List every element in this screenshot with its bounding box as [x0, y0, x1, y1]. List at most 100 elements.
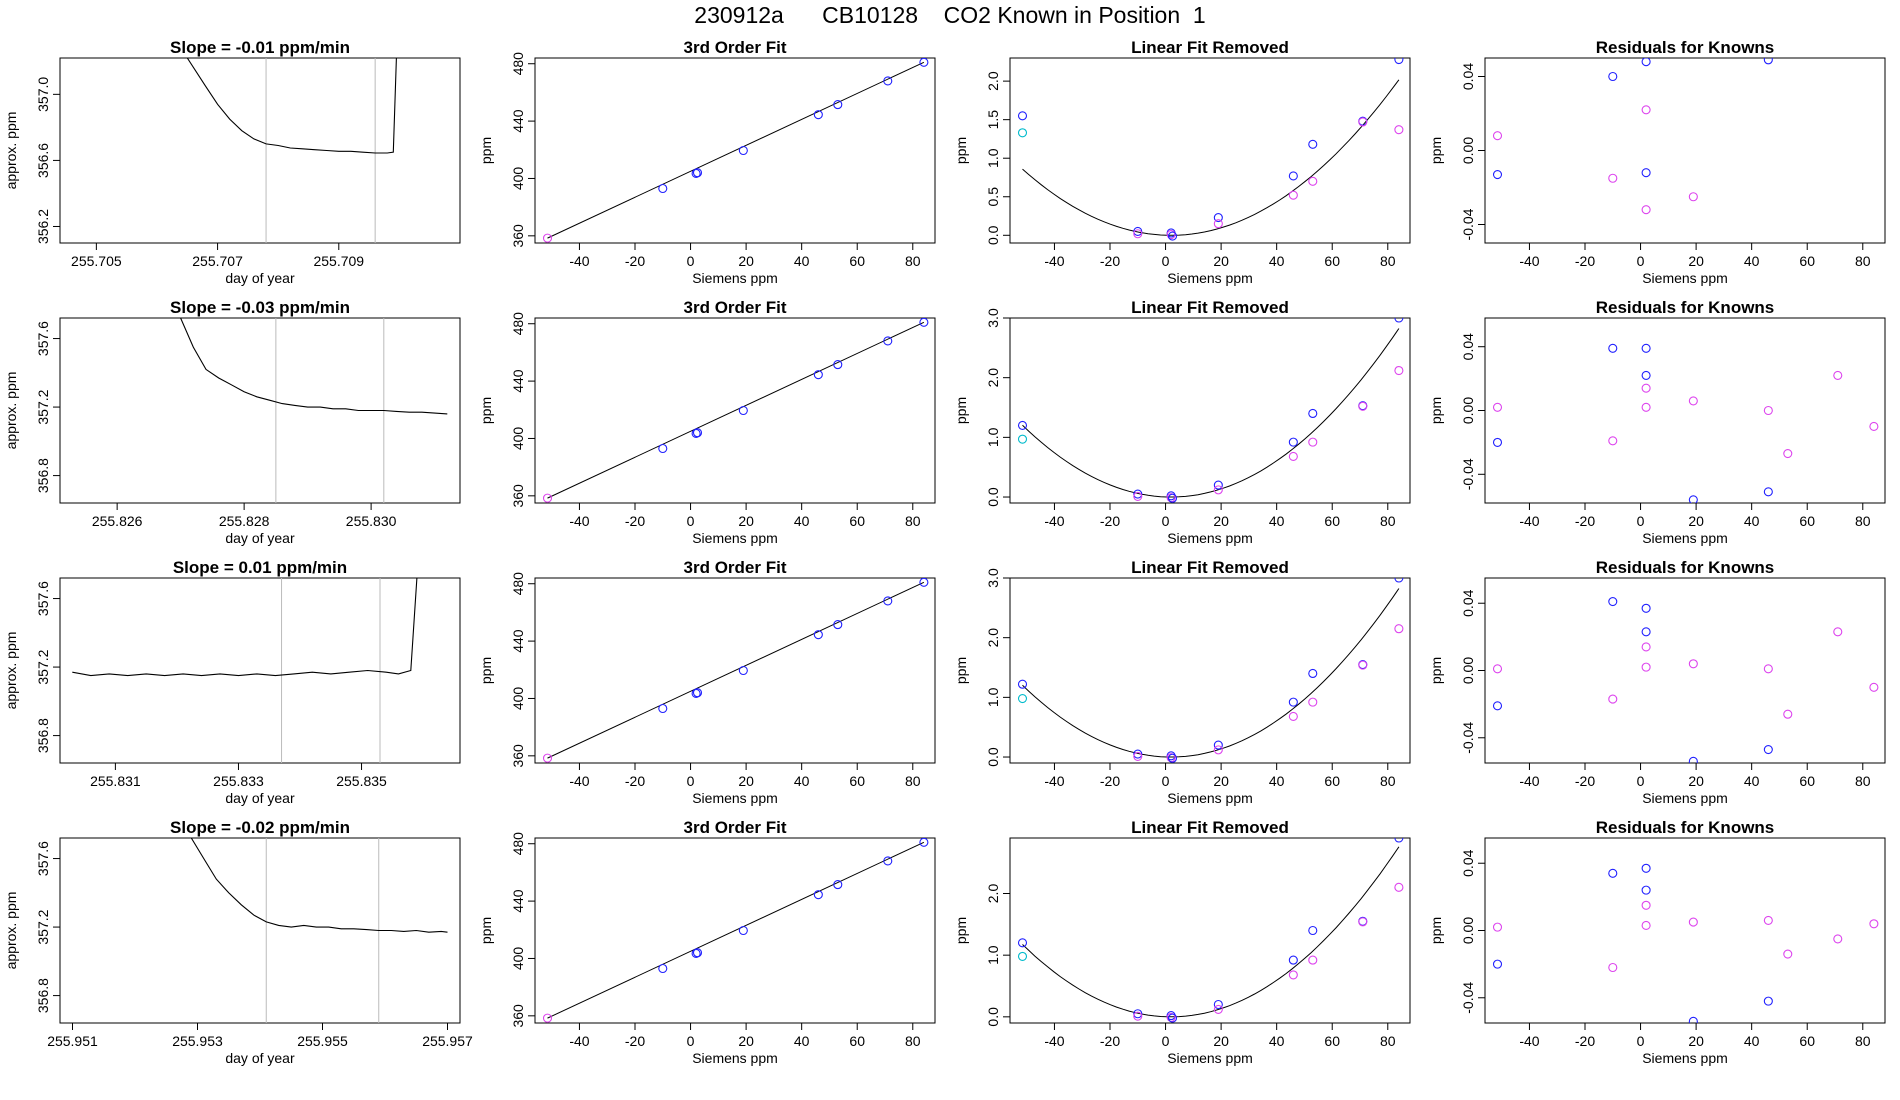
x-tick-label: 40	[1269, 773, 1285, 789]
data-point	[1394, 578, 1404, 583]
data-point	[919, 318, 929, 327]
y-tick-label: 2.0	[985, 884, 1001, 904]
data-point	[813, 890, 823, 900]
x-tick-label: 20	[1213, 253, 1229, 269]
panel-frame	[1484, 837, 1886, 1024]
x-tick-label: 20	[1688, 773, 1704, 789]
data-point	[1308, 925, 1318, 936]
data-point	[1869, 421, 1879, 431]
y-axis-label: ppm	[1428, 137, 1444, 164]
x-tick-label: 20	[1213, 513, 1229, 529]
y-tick-label: 3.0	[985, 568, 1001, 588]
data-point	[1166, 229, 1176, 240]
panel-title: Residuals for Knowns	[1596, 298, 1775, 317]
plot-area	[542, 318, 929, 503]
y-tick-label: 400	[510, 947, 526, 971]
panel-r2-c1: Slope = -0.03 ppm/min 255.826 255.828 255.8…	[3, 298, 461, 546]
x-tick-label: -20	[1575, 513, 1595, 529]
y-tick-label: -0.04	[1460, 982, 1476, 1014]
data-point	[1358, 660, 1368, 670]
data-point	[1017, 420, 1028, 430]
panel-r3-c4: Residuals for Knowns -40 -20 0 20 40 60 80 Sieme…	[1428, 558, 1886, 806]
x-tick-label: -40	[569, 513, 589, 529]
x-tick-label: 255.955	[297, 1033, 348, 1049]
fit-curve	[1022, 79, 1400, 236]
data-point	[1394, 318, 1404, 323]
x-tick-label: 60	[1324, 773, 1340, 789]
x-tick-label: 80	[1855, 1033, 1871, 1049]
x-tick-label: -20	[1575, 253, 1595, 269]
x-tick-label: 0	[687, 513, 695, 529]
data-point	[1641, 863, 1651, 873]
x-tick-label: 255.709	[313, 253, 364, 269]
data-point	[1688, 917, 1698, 927]
data-point	[1133, 489, 1143, 499]
data-point	[692, 688, 703, 698]
x-tick-label: 0	[1162, 513, 1170, 529]
x-tick-label: -20	[1100, 773, 1120, 789]
plot-area	[1017, 578, 1404, 763]
x-axis-label: Siemens ppm	[692, 790, 778, 806]
x-tick-label: -40	[1044, 773, 1064, 789]
data-point	[1213, 485, 1223, 495]
panel-title: Linear Fit Removed	[1131, 38, 1289, 57]
x-tick-label: -20	[1100, 253, 1120, 269]
plot-area	[190, 838, 448, 1023]
y-axis-label: ppm	[1428, 917, 1444, 944]
x-tick-label: 255.705	[71, 253, 122, 269]
panel-title: Residuals for Knowns	[1596, 558, 1775, 577]
x-tick-label: 40	[1744, 1033, 1760, 1049]
y-tick-label: 357.6	[35, 841, 51, 876]
panel-title: Linear Fit Removed	[1131, 558, 1289, 577]
x-tick-label: 40	[1744, 773, 1760, 789]
data-point	[919, 58, 929, 67]
data-point	[1492, 437, 1503, 447]
x-axis-label: Siemens ppm	[1167, 530, 1253, 546]
panel-r4-c3: Linear Fit Removed -40 -20 0 20 40 60 80 Siemens…	[953, 818, 1411, 1066]
data-point	[1167, 753, 1178, 763]
y-tick-label: 0.04	[1460, 849, 1476, 876]
data-point	[883, 856, 893, 866]
y-axis-label: approx. ppm	[3, 112, 19, 190]
plot-area	[72, 578, 418, 763]
y-tick-label: 480	[510, 312, 526, 336]
x-tick-label: 80	[1380, 253, 1396, 269]
x-tick-label: 0	[1162, 253, 1170, 269]
x-tick-label: 20	[1213, 1033, 1229, 1049]
y-axis-label: ppm	[478, 657, 494, 684]
data-point	[1394, 58, 1404, 65]
x-tick-label: 40	[794, 773, 810, 789]
x-tick-label: -40	[1044, 1033, 1064, 1049]
data-point	[1288, 711, 1298, 722]
figure-title: 230912a CB10128 CO2 Known in Position 1	[694, 2, 1206, 28]
panel-title: Slope = -0.01 ppm/min	[170, 38, 350, 57]
x-tick-label: 80	[905, 1033, 921, 1049]
y-tick-label: 356.8	[35, 718, 51, 753]
x-axis-label: Siemens ppm	[1642, 1050, 1728, 1066]
panel-r2-c2: 3rd Order Fit -40 -20 0 20 40 60 80 Siemens ppm 3…	[478, 298, 936, 546]
data-point	[1017, 111, 1028, 121]
data-point	[1288, 171, 1298, 181]
data-point	[1308, 697, 1318, 707]
data-point	[883, 596, 893, 606]
data-point	[1641, 402, 1651, 412]
x-tick-label: 0	[687, 773, 695, 789]
data-point	[1133, 491, 1143, 501]
y-tick-label: 0.0	[985, 487, 1001, 507]
x-tick-label: 60	[1799, 253, 1815, 269]
data-point	[883, 76, 893, 86]
panel-frame	[1484, 57, 1886, 244]
data-point	[1869, 682, 1879, 692]
y-tick-label: -0.04	[1460, 208, 1476, 240]
panel-title: Slope = -0.02 ppm/min	[170, 818, 350, 837]
y-axis-label: approx. ppm	[3, 372, 19, 450]
x-axis-label: day of year	[225, 1050, 295, 1066]
panel-r2-c4: Residuals for Knowns -40 -20 0 20 40 60 80 Sieme…	[1428, 298, 1886, 546]
x-tick-label: 20	[1688, 1033, 1704, 1049]
plot-area	[1492, 58, 1773, 215]
y-tick-label: 357.2	[35, 389, 51, 424]
data-point	[1133, 229, 1143, 239]
series-line	[72, 578, 418, 677]
x-tick-label: 80	[1855, 773, 1871, 789]
fit-line	[547, 321, 925, 499]
